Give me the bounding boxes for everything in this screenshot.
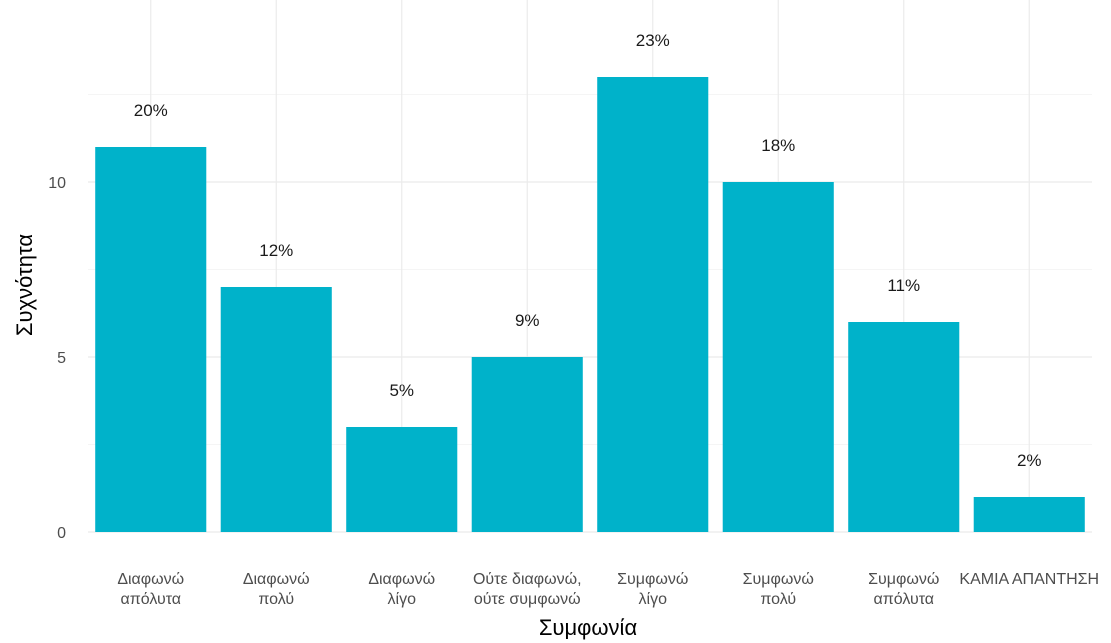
bar-value-label: 5% xyxy=(389,381,414,400)
bar xyxy=(346,427,458,532)
bar xyxy=(848,322,960,532)
x-tick-label: Ούτε διαφωνώ, ούτε συμφωνώ xyxy=(473,571,582,608)
bar xyxy=(973,497,1085,532)
y-tick-label: 5 xyxy=(57,350,66,367)
bars xyxy=(95,77,1085,532)
x-tick-label: Διαφωνώ λίγο xyxy=(368,571,435,608)
bar-value-label: 12% xyxy=(259,241,293,260)
x-axis-ticks: Διαφωνώ απόλυτα Διαφωνώ πολύ Διαφωνώ λίγο Ούτε… xyxy=(117,571,1099,608)
y-axis-title: Συχνότητα xyxy=(12,234,37,336)
x-tick-label: Διαφωνώ πολύ xyxy=(243,571,310,608)
bar-value-label: 11% xyxy=(887,276,920,295)
bar xyxy=(597,77,709,532)
y-axis-ticks: 0 5 10 xyxy=(48,175,66,542)
x-tick-label: ΚΑΜΙΑ ΑΠΑΝΤΗΣΗ xyxy=(959,571,1099,588)
x-tick-label: Συμφωνώ πολύ xyxy=(743,571,814,608)
x-tick-label: Συμφωνώ λίγο xyxy=(617,571,688,608)
bar-value-label: 20% xyxy=(134,101,168,120)
y-tick-label: 0 xyxy=(57,525,66,542)
bar xyxy=(95,147,207,532)
bar-value-label: 23% xyxy=(636,31,670,50)
bar-value-label: 2% xyxy=(1017,451,1042,470)
bar-value-label: 9% xyxy=(515,311,540,330)
x-tick-label: Συμφωνώ απόλυτα xyxy=(868,571,939,608)
bar xyxy=(722,182,834,532)
y-tick-label: 10 xyxy=(48,175,66,192)
bar-value-label: 18% xyxy=(761,136,795,155)
bar xyxy=(471,357,583,532)
data-labels: 20% 12% 5% 9% 23% 18% 11% 2% xyxy=(134,31,1042,470)
x-axis-title: Συμφωνία xyxy=(539,615,638,640)
bar xyxy=(220,287,332,532)
x-tick-label: Διαφωνώ απόλυτα xyxy=(117,571,184,608)
